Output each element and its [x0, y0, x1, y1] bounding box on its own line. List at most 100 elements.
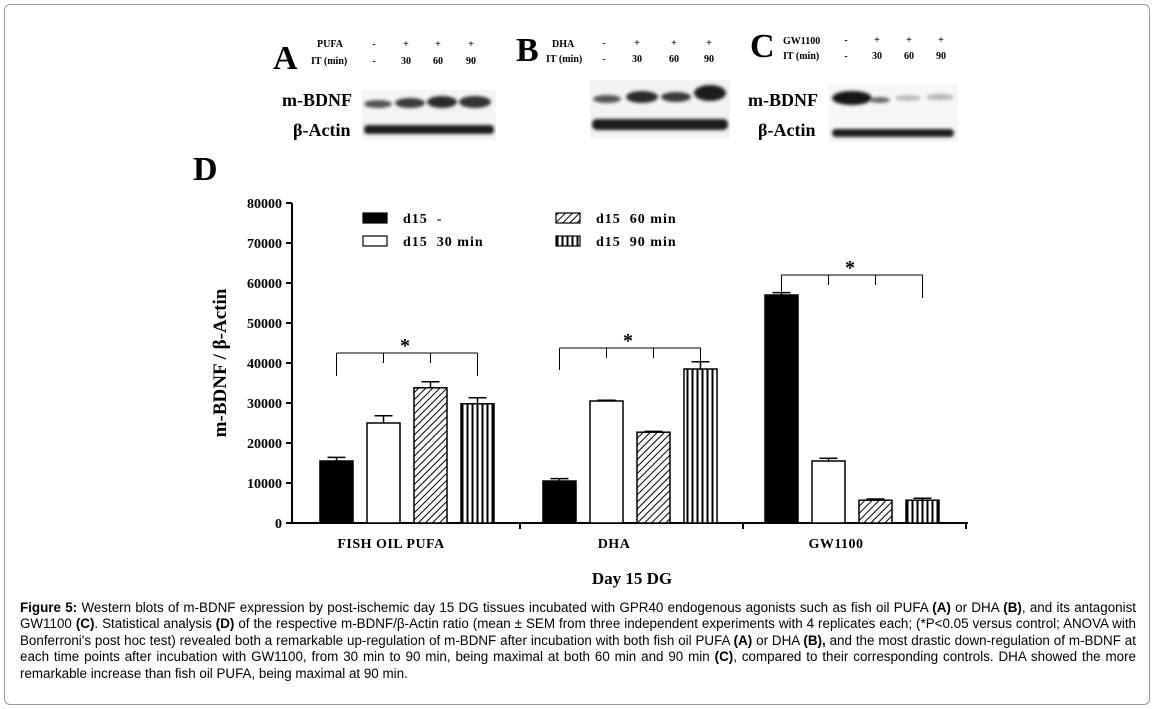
caption-text: (B): [1003, 600, 1022, 615]
panel-b-row2-val: 90: [704, 54, 714, 65]
bar: [413, 387, 448, 524]
panel-letter-a: A: [273, 40, 298, 77]
bar: [636, 431, 671, 524]
caption-text: (C): [714, 649, 734, 665]
panel-b-row2-val: 60: [669, 54, 679, 65]
panel-b-treatment-label: DHA: [552, 39, 575, 50]
panel-c-treatment-label: GW1100: [783, 36, 821, 47]
panel-b-row1-val: -: [602, 38, 606, 49]
legend-swatch: [555, 212, 581, 224]
y-tick-label: 60000: [247, 277, 282, 292]
panel-letter-c: C: [750, 28, 775, 65]
panel-a-row1-val: +: [403, 39, 409, 50]
x-category-label: FISH OIL PUFA: [337, 537, 445, 552]
caption-text: Figure 5:: [20, 600, 78, 615]
panel-c-row1-val: -: [844, 35, 848, 46]
y-tick-label: 80000: [247, 197, 282, 212]
significance-brackets: * * *: [336, 257, 923, 376]
bar: [811, 460, 846, 524]
caption-text: (D): [215, 616, 235, 632]
panel-c-row1-val: +: [874, 35, 880, 46]
panel-c-row2-val: 30: [872, 51, 882, 62]
legend-swatch: [362, 212, 388, 224]
panel-c-time-label: IT (min): [783, 51, 820, 62]
bar: [683, 368, 718, 524]
panel-letter-d: D: [193, 151, 218, 188]
panel-c-bdnf-label: m-BDNF: [748, 90, 818, 110]
legend-label: d15 60 min: [596, 212, 677, 227]
panel-c-row1-val: +: [938, 35, 944, 46]
figure-caption: Figure 5: Western blots of m-BDNF expres…: [20, 600, 1136, 682]
panel-a-row2-val: 30: [401, 56, 411, 67]
legend-swatch: [362, 235, 388, 247]
panel-b-row1-val: +: [671, 38, 677, 49]
panel-a-blot: [362, 90, 496, 140]
caption-text: Western blots of m-BDNF expression by po…: [77, 600, 933, 615]
panel-c-row2-val: -: [844, 51, 848, 62]
panel-a-row2-val: 60: [433, 56, 443, 67]
panel-a-time-label: IT (min): [311, 56, 348, 67]
bar-chart: 0 10000 20000 30000 40000 50000 60000 70000 8000…: [210, 197, 968, 588]
panel-c-actin-label: β-Actin: [758, 120, 816, 140]
panel-c-row1-val: +: [906, 35, 912, 46]
bar: [858, 499, 893, 524]
x-category-label: DHA: [598, 537, 631, 552]
panel-a-bdnf-label: m-BDNF: [282, 90, 352, 110]
caption-text: or DHA: [752, 632, 804, 648]
x-axis-title: Day 15 DG: [592, 569, 672, 588]
bar: [542, 480, 577, 524]
panel-b-row1-val: +: [706, 38, 712, 49]
panel-b-row2-val: 30: [632, 54, 642, 65]
chart-labels: FISH OIL PUFA DHA GW1100 Day 15 DG m-BDNF / …: [210, 288, 863, 588]
legend-label: d15 -: [403, 212, 442, 227]
panel-a-row1-val: -: [372, 39, 376, 50]
y-tick-label: 10000: [247, 477, 282, 492]
figure-frame: [4, 4, 1150, 705]
panel-a-actin-label: β-Actin: [293, 120, 351, 140]
chart-legend: d15 - d15 30 min d15 60 min d15 90 min: [362, 212, 677, 250]
chart-bars: [319, 291, 940, 524]
significance-star: *: [845, 257, 855, 279]
y-axis-title: m-BDNF / β-Actin: [210, 288, 231, 437]
caption-text: (C): [75, 616, 95, 632]
panel-b-blot: [590, 80, 730, 138]
panel-a-row1-val: +: [435, 39, 441, 50]
y-tick-label: 70000: [247, 237, 282, 252]
caption-text: , compared to their corresponding contro…: [20, 649, 1136, 681]
bar: [589, 400, 624, 524]
caption-text: , and its antagonist GW1100: [20, 600, 1136, 632]
bar: [905, 499, 940, 524]
legend-label: d15 90 min: [596, 235, 677, 250]
panel-b-time-label: IT (min): [546, 54, 583, 65]
panel-a-row2-val: 90: [466, 56, 476, 67]
y-tick-label: 20000: [247, 437, 282, 452]
panel-a-row2-val: -: [372, 56, 376, 67]
caption-text: (A): [733, 632, 753, 648]
caption-text: and the most drastic down-regulation of …: [20, 632, 1136, 665]
y-tick-label: 30000: [247, 397, 282, 412]
significance-star: *: [623, 330, 633, 352]
panel-letter-b: B: [516, 32, 539, 69]
legend-swatch: [555, 235, 581, 247]
bar: [764, 294, 799, 524]
y-tick-label: 40000: [247, 357, 282, 372]
bar: [460, 403, 495, 524]
y-tick-label: 50000: [247, 317, 282, 332]
bar: [366, 422, 401, 524]
panel-b-row1-val: +: [634, 38, 640, 49]
caption-text: (B),: [803, 632, 826, 648]
panel-a-treatment-label: PUFA: [317, 39, 343, 50]
caption-text: . Statistical analysis: [94, 616, 216, 632]
caption-text: of the respective m-BDNF/β-Actin ratio (…: [20, 616, 1136, 648]
panel-c-row2-val: 60: [904, 51, 914, 62]
bar: [319, 460, 354, 524]
legend-label: d15 30 min: [403, 235, 484, 250]
caption-text: or DHA: [950, 600, 1004, 615]
x-category-label: GW1100: [808, 537, 863, 552]
caption-text: (A): [932, 600, 951, 615]
panel-a-row1-val: +: [468, 39, 474, 50]
y-tick-label: 0: [275, 517, 282, 532]
significance-star: *: [400, 335, 410, 357]
panel-c-row2-val: 90: [936, 51, 946, 62]
panel-c-blot: [828, 84, 958, 142]
